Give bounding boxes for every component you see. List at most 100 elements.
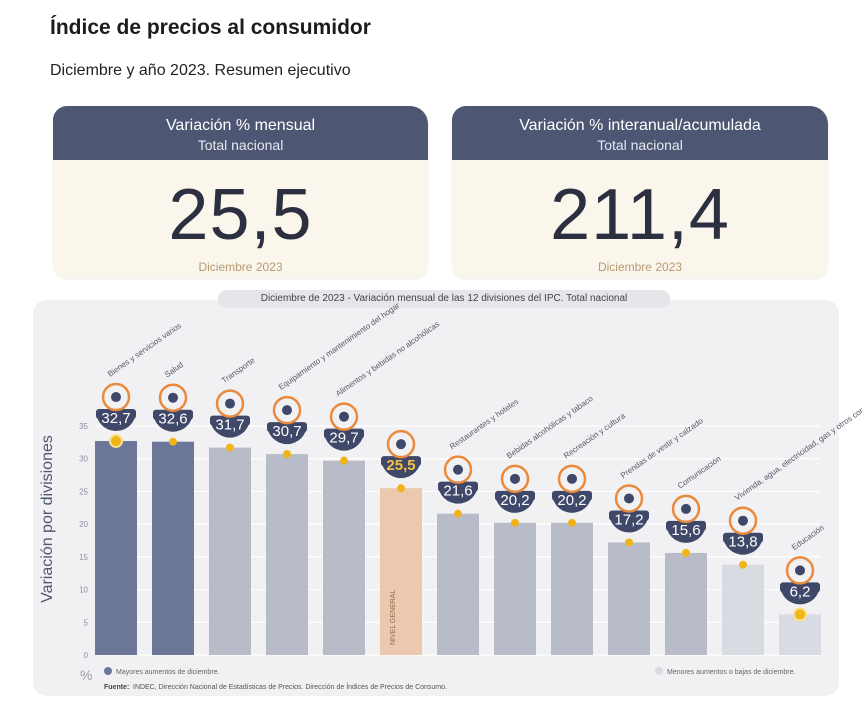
page-title: Índice de precios al consumidor: [50, 16, 371, 39]
value-badge-top: [666, 520, 706, 531]
bar-top-marker: [568, 518, 576, 527]
value-label: 25,5: [386, 457, 415, 474]
category-icon-detail: [567, 473, 577, 484]
bar-top-marker: [793, 607, 807, 622]
bar: [494, 522, 536, 655]
value-badge-top: [210, 415, 250, 426]
category-label: Salud: [163, 360, 185, 379]
value-label: 21,6: [443, 483, 472, 500]
category-icon: [329, 402, 359, 431]
value-label: 20,2: [500, 492, 529, 509]
category-icon-detail: [339, 411, 349, 422]
y-tick-label: 35: [79, 422, 88, 431]
bar: [95, 441, 137, 655]
category-icon: [728, 506, 758, 535]
bar-top-marker: [739, 560, 747, 569]
y-tick-label: 30: [79, 455, 88, 464]
chart-banner: Diciembre de 2023 - Variación mensual de…: [218, 290, 670, 308]
category-icon: [671, 494, 701, 524]
card-subheading: Total nacional: [597, 137, 683, 153]
y-tick-label: 0: [84, 651, 89, 660]
category-icon-detail: [681, 503, 691, 514]
bar: [437, 513, 479, 655]
chart-banner-text: - Variación mensual de las 12 divisiones…: [344, 293, 628, 304]
legend-label: Menores aumentos o bajas de diciembre.: [667, 669, 795, 676]
card-heading: Variación % mensual: [165, 117, 316, 134]
card-heading: Variación % interanual/acumulada: [519, 117, 761, 134]
bar: [266, 454, 308, 655]
category-label: Transporte: [220, 356, 257, 386]
category-icon-detail: [168, 392, 178, 403]
value-badge-top: [495, 490, 535, 501]
bar-top-marker: [109, 434, 123, 449]
category-icon: [215, 389, 245, 418]
value-badge-top: [324, 428, 364, 439]
value-badge-top: [438, 481, 478, 492]
card-header: Variación % mensual Total nacional: [53, 106, 428, 160]
value-badge-top: [609, 510, 649, 521]
bar: [608, 542, 650, 655]
value-label: 30,7: [272, 423, 301, 440]
page-subtitle: Diciembre y año 2023. Resumen ejecutivo: [50, 62, 351, 79]
bar-top-marker: [682, 548, 690, 557]
value-label: 13,8: [728, 534, 757, 551]
category-icon: [443, 455, 473, 484]
value-badge-top: [96, 409, 136, 420]
category-icon: [101, 382, 131, 412]
value-badge-top: [780, 582, 820, 593]
category-label: Equipamiento y mantenimiento del hogar: [277, 301, 402, 392]
bar: [323, 460, 365, 655]
y-tick-label: 25: [79, 487, 88, 496]
y-unit-label: %: [80, 667, 92, 683]
category-icon-detail: [396, 439, 406, 450]
card-period: Diciembre 2023: [597, 260, 683, 274]
legend-label: Mayores aumentos de diciembre.: [116, 669, 220, 676]
card-subheading: Total nacional: [197, 137, 284, 153]
y-tick-label: 20: [79, 520, 88, 529]
category-icon-detail: [510, 473, 520, 484]
monthly-variation-card: Variación % mensual Total nacional 25,5 …: [53, 106, 428, 278]
chart-banner-period: Diciembre de 2023: [260, 293, 345, 304]
source-text: INDEC, Dirección Nacional de Estadística…: [133, 682, 447, 691]
annual-variation-card: Variación % interanual/acumulada Total n…: [452, 106, 828, 278]
bar: [551, 522, 593, 655]
category-label: NIVEL GENERAL: [390, 590, 397, 645]
bar: [665, 552, 707, 655]
category-icon-detail: [624, 493, 634, 504]
value-badge-top: [381, 456, 421, 467]
category-label: Comunicación: [676, 454, 723, 490]
card-value: 25,5: [168, 175, 313, 255]
category-icon: [500, 464, 530, 494]
value-badge-top: [267, 422, 307, 433]
legend-swatch-min: [655, 667, 663, 675]
bar-top-marker: [511, 518, 519, 527]
y-tick-label: 5: [84, 618, 89, 627]
card-period: Diciembre 2023: [198, 260, 283, 274]
value-label: 29,7: [329, 430, 358, 447]
legend-swatch-max: [104, 667, 112, 675]
value-label: 15,6: [671, 522, 700, 539]
category-icon-detail: [795, 565, 805, 576]
category-icon: [785, 556, 815, 585]
bar-top-marker: [625, 538, 633, 547]
value-label: 31,7: [215, 417, 244, 434]
y-tick-label: 10: [79, 586, 88, 595]
source-label: Fuente:: [104, 684, 129, 691]
value-badge-top: [552, 490, 592, 501]
bar-top-marker: [454, 509, 462, 518]
category-icon-detail: [453, 464, 463, 475]
bar-top-marker: [169, 437, 177, 446]
value-badge-top: [723, 532, 763, 543]
bar: [209, 447, 251, 655]
category-icon: [158, 383, 188, 412]
bar: [722, 564, 764, 655]
value-label: 6,2: [790, 583, 811, 600]
value-label: 32,7: [101, 410, 130, 427]
card-value: 211,4: [550, 175, 730, 255]
category-label: Educación: [790, 523, 826, 552]
bar: [152, 441, 194, 655]
bar-top-marker: [340, 456, 348, 465]
category-label: Recreación y cultura: [562, 411, 627, 461]
category-icon-detail: [225, 398, 235, 409]
